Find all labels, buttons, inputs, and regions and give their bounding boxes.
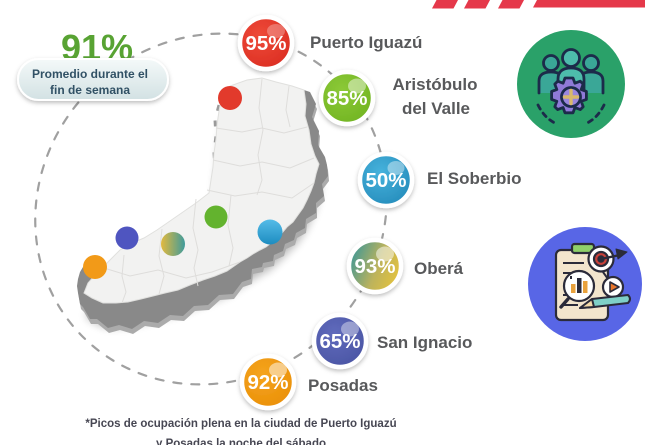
svg-text:fin de semana: fin de semana xyxy=(50,83,130,97)
svg-text:Puerto Iguazú: Puerto Iguazú xyxy=(310,33,422,52)
svg-text:El Soberbio: El Soberbio xyxy=(427,169,521,188)
svg-text:65%: 65% xyxy=(319,330,360,353)
svg-text:Aristóbulo: Aristóbulo xyxy=(393,75,478,94)
svg-text:*Picos de ocupación plena en l: *Picos de ocupación plena en la ciudad d… xyxy=(85,418,396,430)
svg-text:Posadas: Posadas xyxy=(308,376,378,395)
svg-text:50%: 50% xyxy=(365,169,406,192)
svg-text:del Valle: del Valle xyxy=(402,99,470,118)
svg-text:San Ignacio: San Ignacio xyxy=(377,333,472,352)
svg-text:93%: 93% xyxy=(354,255,395,278)
svg-text:95%: 95% xyxy=(245,32,286,55)
svg-text:Oberá: Oberá xyxy=(414,259,464,278)
svg-text:Promedio durante el: Promedio durante el xyxy=(32,67,148,81)
svg-text:92%: 92% xyxy=(247,371,288,394)
svg-text:y Posadas la noche del sábado: y Posadas la noche del sábado xyxy=(156,438,326,445)
svg-text:85%: 85% xyxy=(326,87,367,110)
